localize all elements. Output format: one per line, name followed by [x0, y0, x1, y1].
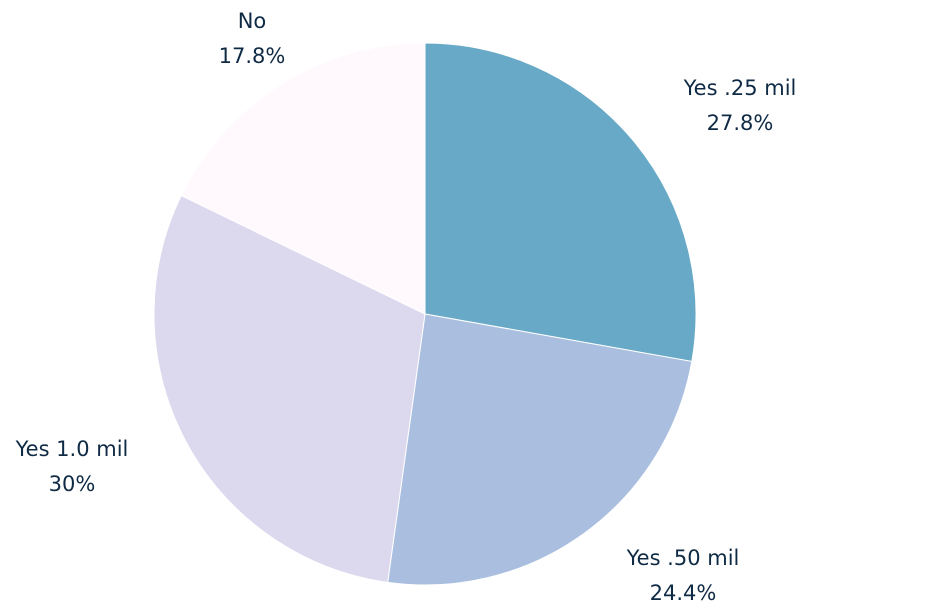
slice-percent-no: 17.8%: [218, 44, 286, 68]
slice-name-yes-25-mil: Yes .25 mil: [683, 76, 797, 100]
pie-slice-yes-50-mil: [387, 313, 693, 586]
slice-label-yes-25-mil: Yes .25 mil 27.8%: [684, 71, 797, 141]
slice-percent-yes-25-mil: 27.8%: [706, 111, 774, 135]
slice-label-yes-1-mil: Yes 1.0 mil 30%: [16, 432, 129, 502]
slice-name-no: No: [237, 9, 267, 33]
slice-percent-yes-1-mil: 30%: [48, 472, 96, 496]
slice-label-yes-50-mil: Yes .50 mil 24.4%: [627, 541, 740, 611]
pie-slice-yes-1-0-mil: [153, 194, 426, 583]
slice-name-yes-1-mil: Yes 1.0 mil: [15, 437, 129, 461]
slice-percent-yes-50-mil: 24.4%: [649, 581, 717, 605]
slice-name-yes-50-mil: Yes .50 mil: [626, 546, 740, 570]
slice-label-no: No 17.8%: [219, 4, 286, 74]
pie-slice-no: [180, 42, 426, 315]
pie-slice-yes-25-mil: [424, 42, 697, 363]
